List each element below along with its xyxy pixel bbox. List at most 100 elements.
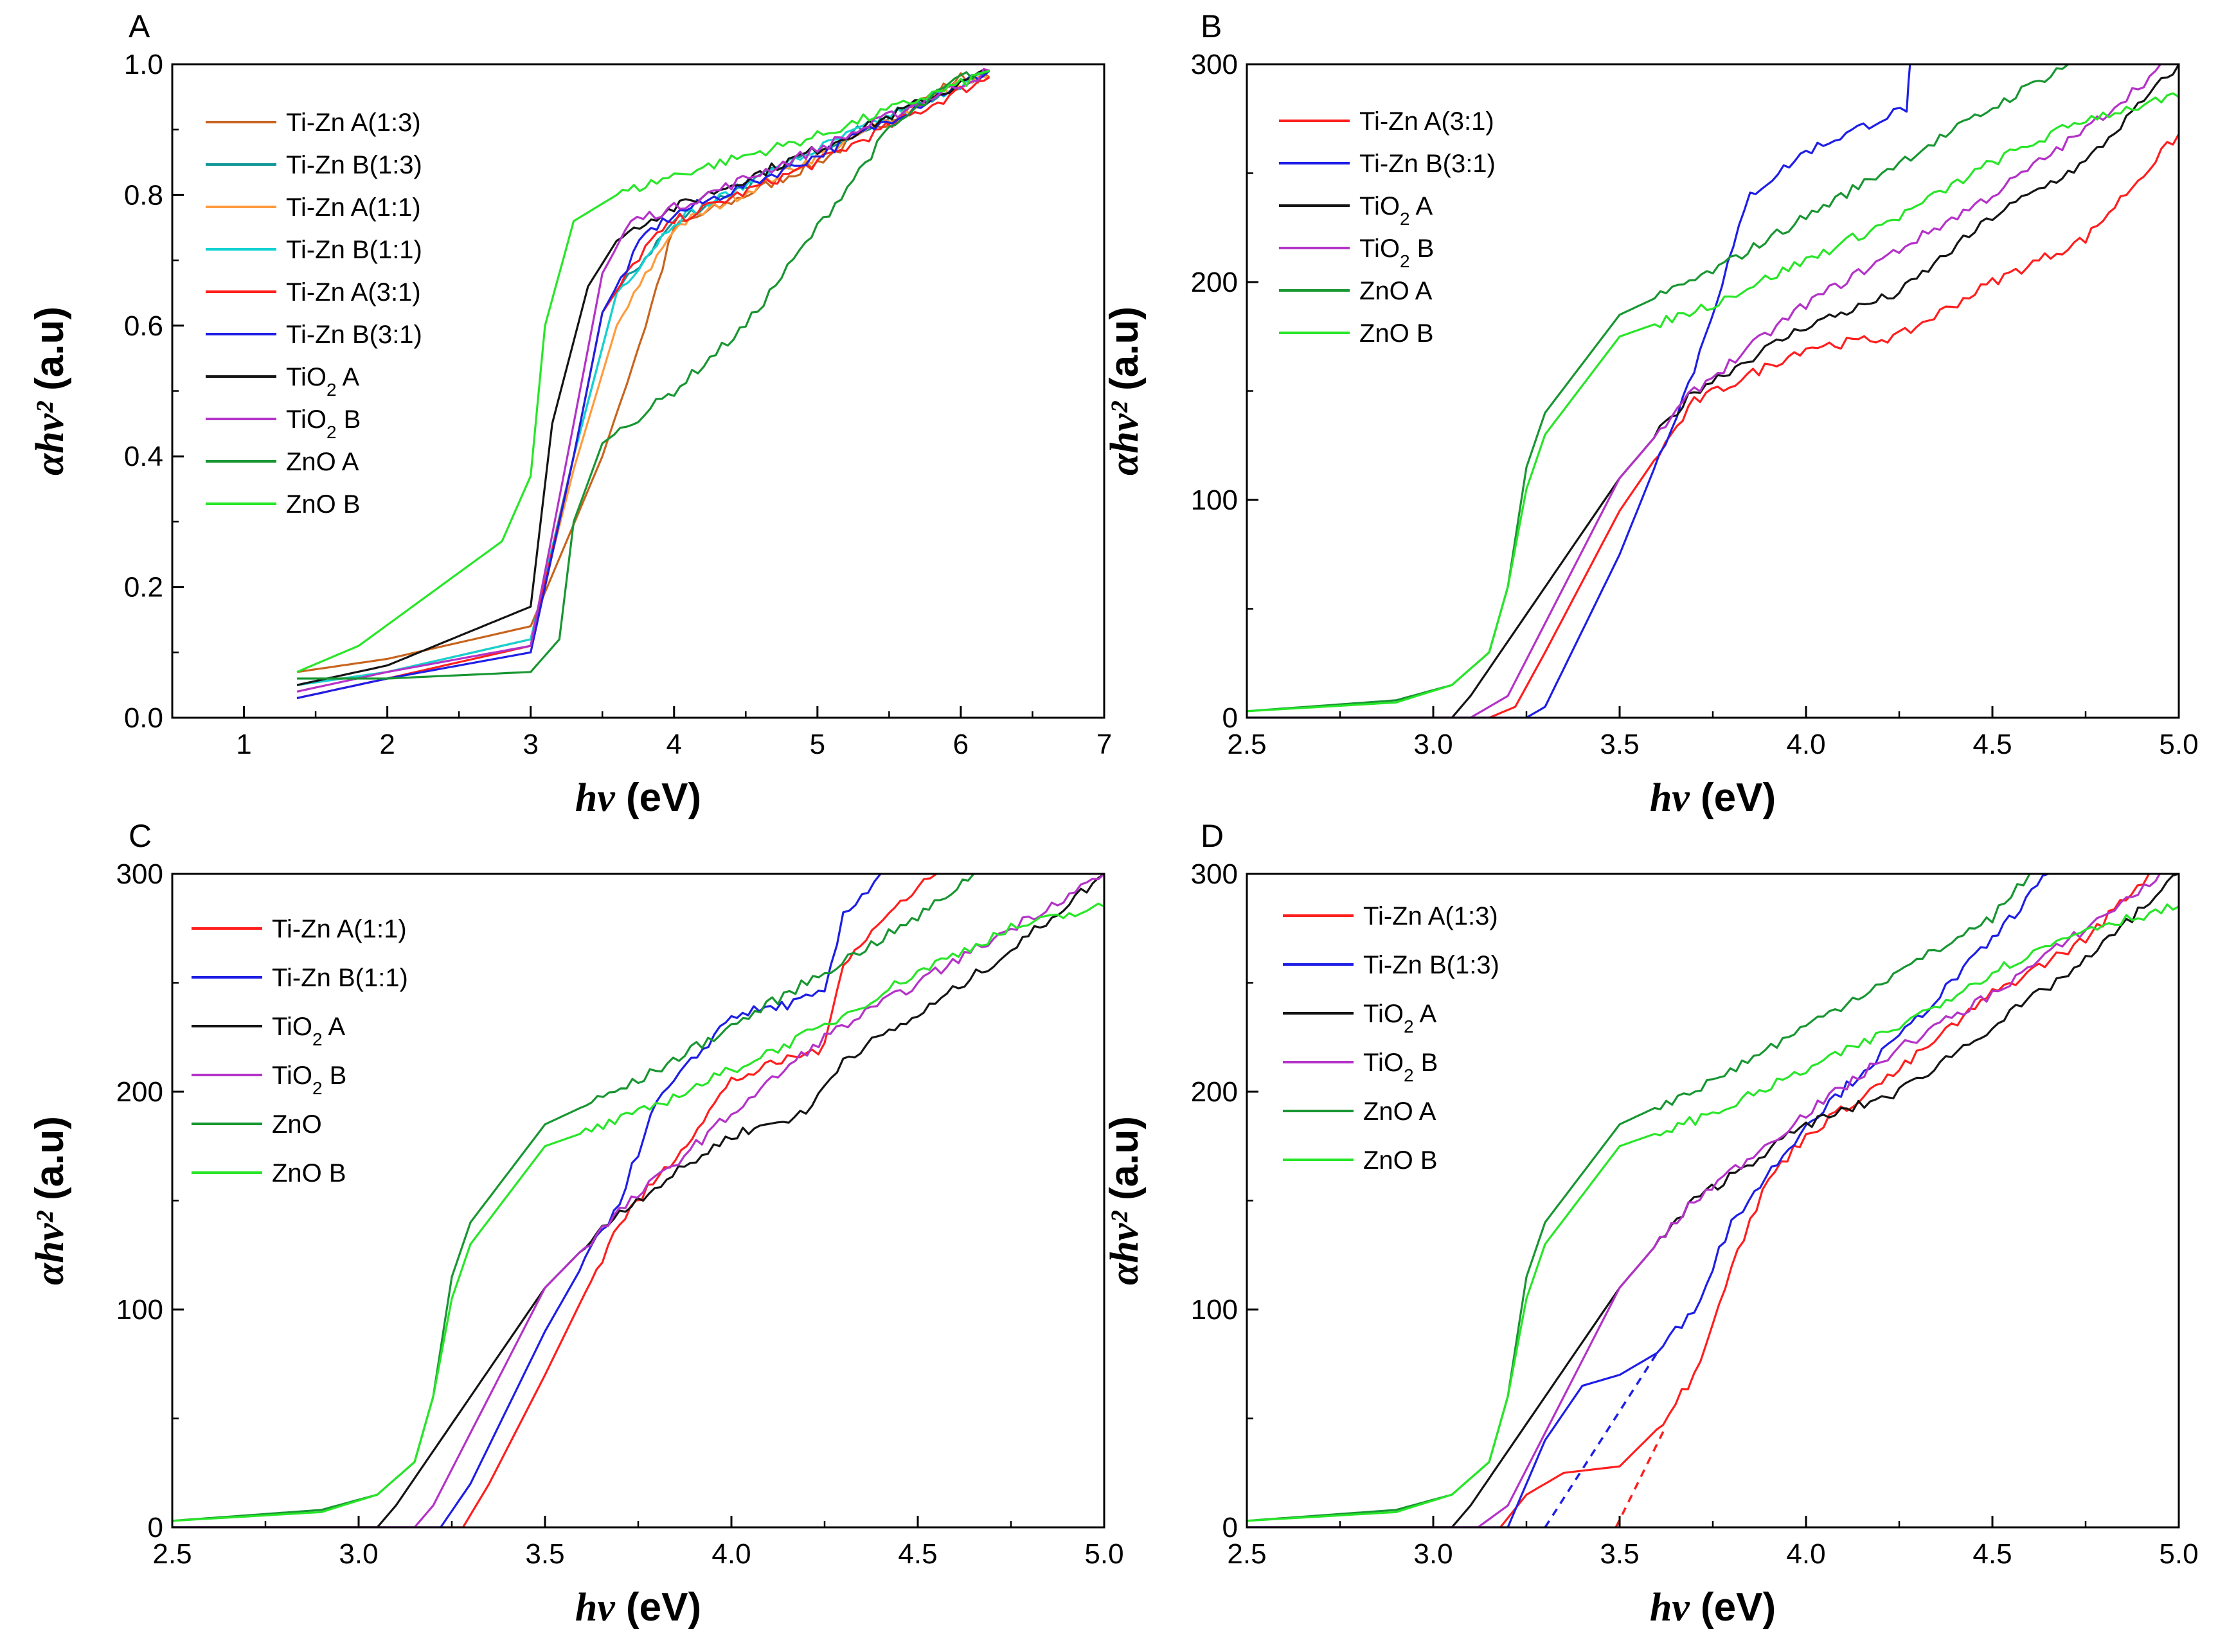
series-line <box>296 69 990 673</box>
y-axis-label: αhν² (a.u) <box>1102 1116 1147 1285</box>
series-line <box>1247 133 2179 718</box>
x-tick-label: 7 <box>1096 729 1112 760</box>
legend-item: Ti-Zn B(1:3) <box>206 151 422 179</box>
series-line <box>172 874 882 1527</box>
legend-item: ZnO B <box>206 490 361 519</box>
series-line <box>1247 92 2179 713</box>
legend-item: ZnO A <box>206 448 359 476</box>
legend-label: TiO2 A <box>1359 192 1433 229</box>
series-group <box>1247 874 2179 1527</box>
x-tick-label: 2.5 <box>1227 729 1266 760</box>
extrapolation-line <box>1544 1352 1658 1527</box>
legend-item: Ti-Zn A(1:1) <box>192 915 407 943</box>
y-tick-label: 100 <box>1191 484 1238 516</box>
series-line <box>1247 874 2151 1527</box>
legend-item: Ti-Zn A(3:1) <box>206 278 421 306</box>
legend-item: ZnO B <box>192 1159 346 1187</box>
y-tick-label: 0 <box>148 1512 163 1543</box>
legend-item: TiO2 A <box>1283 1000 1436 1036</box>
x-tick-label: 4 <box>666 729 682 760</box>
series-line <box>1247 64 1911 718</box>
y-tick-label: 100 <box>116 1294 163 1326</box>
y-tick-label: 0.6 <box>124 310 163 342</box>
y-tick-label: 100 <box>1191 1294 1238 1326</box>
x-axis-label: hν (eV) <box>1650 1585 1776 1630</box>
x-tick-label: 4.0 <box>711 1538 751 1570</box>
series-line <box>296 69 990 700</box>
x-tick-label: 4.5 <box>1972 729 2012 760</box>
legend-label: ZnO B <box>1359 319 1434 348</box>
x-tick-label: 5 <box>810 729 825 760</box>
legend-item: ZnO <box>192 1110 322 1139</box>
y-tick-label: 200 <box>116 1076 163 1108</box>
series-line <box>1247 64 2179 718</box>
legend-item: Ti-Zn A(1:1) <box>206 193 421 222</box>
legend-item: Ti-Zn A(1:3) <box>206 109 421 137</box>
series-line <box>297 69 990 680</box>
legend-item: ZnO B <box>1279 319 1434 348</box>
legend-item: Ti-Zn B(1:3) <box>1283 951 1499 979</box>
x-tick-label: 4.5 <box>1972 1538 2012 1570</box>
chart-panel-c: 2.5 3.0 3.5 4.0 4.5 5.0 0 100 200 300 Chν (eV) αhν²… <box>28 818 1124 1630</box>
legend-item: TiO2 B <box>206 405 361 442</box>
y-axis-label: αhν² (a.u) <box>1102 306 1147 475</box>
legend-item: Ti-Zn B(1:1) <box>206 236 422 264</box>
legend-item: Ti-Zn A(1:3) <box>1283 902 1498 930</box>
x-tick-label: 1 <box>236 729 251 760</box>
series-group <box>1247 64 2179 718</box>
x-axis-label: hν (eV) <box>1650 776 1776 820</box>
legend-label: TiO2 A <box>286 363 359 400</box>
y-tick-label: 300 <box>116 858 163 890</box>
x-tick-label: 2 <box>379 729 395 760</box>
x-tick-label: 4.5 <box>898 1538 937 1570</box>
x-tick-label: 4.0 <box>1786 1538 1825 1570</box>
panel-letter: B <box>1201 8 1222 44</box>
legend-label: Ti-Zn A(3:1) <box>1359 107 1494 136</box>
panel-letter: A <box>129 8 150 44</box>
legend-label: ZnO A <box>286 448 359 476</box>
x-tick-label: 3 <box>523 729 538 760</box>
series-group <box>172 874 1104 1527</box>
legend: Ti-Zn A(1:1) Ti-Zn B(1:1) TiO2 A TiO2 B ZnO Z… <box>192 915 408 1187</box>
legend-item: TiO2 B <box>1279 235 1434 271</box>
x-tick-label: 3.5 <box>525 1538 564 1570</box>
legend-label: ZnO B <box>1363 1146 1438 1175</box>
x-tick-label: 2.5 <box>152 1538 192 1570</box>
legend-label: TiO2 A <box>1363 1000 1436 1036</box>
series-line <box>1247 874 2179 1527</box>
legend-item: TiO2 B <box>1283 1049 1438 1085</box>
legend-label: Ti-Zn A(1:1) <box>286 193 421 222</box>
chart-panel-a: 1 2 3 4 5 6 7 0.0 0.2 0.4 0.6 0.8 1.0 Ahν (eV) αhν² (a… <box>28 8 1112 820</box>
legend-label: TiO2 B <box>1363 1049 1438 1085</box>
extrapolation-line <box>1614 1428 1666 1527</box>
series-line <box>1247 874 2049 1527</box>
chart-panel-b: 2.5 3.0 3.5 4.0 4.5 5.0 0 100 200 300 Bhν (eV) αhν²… <box>1102 8 2199 820</box>
y-tick-label: 300 <box>1191 49 1238 80</box>
legend-item: Ti-Zn B(1:1) <box>192 964 408 992</box>
legend-item: TiO2 B <box>192 1061 346 1098</box>
legend-label: TiO2 B <box>286 405 361 442</box>
series-group <box>296 67 990 700</box>
legend-label: Ti-Zn A(3:1) <box>286 278 421 306</box>
legend-item: ZnO A <box>1283 1097 1436 1126</box>
x-tick-label: 5.0 <box>1084 1538 1123 1570</box>
legend: Ti-Zn A(3:1) Ti-Zn B(3:1) TiO2 A TiO2 B ZnO … <box>1279 107 1496 348</box>
legend-label: Ti-Zn B(3:1) <box>286 321 422 349</box>
legend-label: Ti-Zn A(1:3) <box>1363 902 1498 930</box>
legend-label: TiO2 B <box>272 1061 346 1098</box>
x-tick-label: 5.0 <box>2159 1538 2198 1570</box>
x-tick-label: 3.5 <box>1600 729 1639 760</box>
series-line <box>1247 874 2031 1522</box>
x-tick-label: 4.0 <box>1786 729 1825 760</box>
legend-label: Ti-Zn B(3:1) <box>1359 150 1496 178</box>
series-line <box>1247 903 2179 1522</box>
y-axis-label: αhν² (a.u) <box>28 1116 72 1285</box>
series-line <box>172 874 975 1522</box>
legend-label: Ti-Zn B(1:3) <box>1363 951 1499 979</box>
legend-item: Ti-Zn B(3:1) <box>1279 150 1496 178</box>
chart-panel-d: 2.5 3.0 3.5 4.0 4.5 5.0 0 100 200 300 Dhν (eV) αhν²… <box>1102 818 2199 1630</box>
legend-label: Ti-Zn B(1:1) <box>272 964 408 992</box>
legend-label: ZnO A <box>1363 1097 1436 1126</box>
y-tick-label: 0.2 <box>124 572 163 603</box>
